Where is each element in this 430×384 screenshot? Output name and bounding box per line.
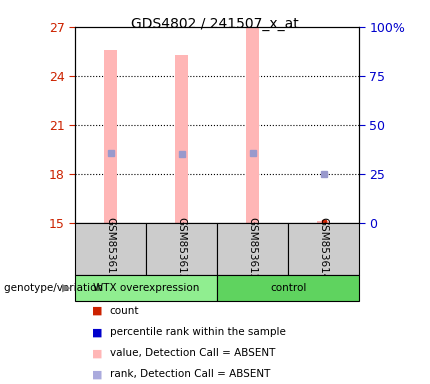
Text: ■: ■ [92,327,103,337]
Bar [317,221,330,223]
Text: GSM853614: GSM853614 [319,217,329,280]
Bar [175,55,188,223]
Text: ■: ■ [92,348,103,358]
Text: GSM853613: GSM853613 [177,217,187,280]
Text: GDS4802 / 241507_x_at: GDS4802 / 241507_x_at [131,17,299,31]
Text: ▶: ▶ [62,283,71,293]
Text: rank, Detection Call = ABSENT: rank, Detection Call = ABSENT [110,369,270,379]
Text: ■: ■ [92,306,103,316]
Text: genotype/variation: genotype/variation [4,283,107,293]
Bar [288,223,359,275]
Text: count: count [110,306,139,316]
Bar [217,223,288,275]
Text: value, Detection Call = ABSENT: value, Detection Call = ABSENT [110,348,275,358]
Bar [104,50,117,223]
Text: control: control [270,283,306,293]
Bar [75,223,146,275]
Text: ■: ■ [92,369,103,379]
Text: percentile rank within the sample: percentile rank within the sample [110,327,286,337]
Bar [75,275,217,301]
Bar [246,27,259,223]
Bar [217,275,359,301]
Text: GSM853612: GSM853612 [248,217,258,280]
Text: WTX overexpression: WTX overexpression [93,283,200,293]
Text: GSM853611: GSM853611 [106,217,116,280]
Bar [146,223,217,275]
